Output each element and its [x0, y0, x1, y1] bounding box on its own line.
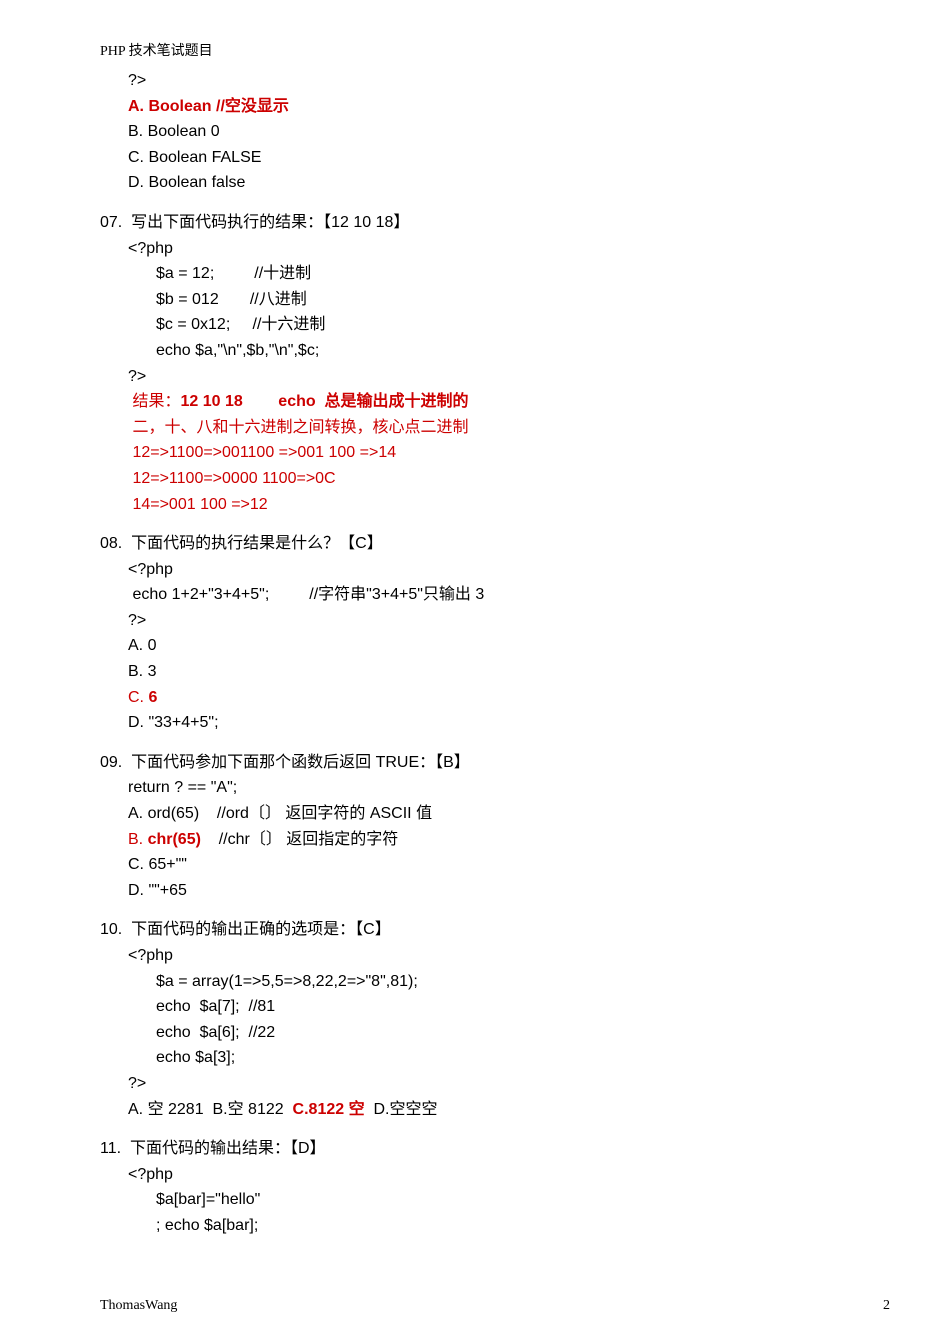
page-footer: ThomasWang 2 — [100, 1298, 890, 1314]
q09-title: 09. 下面代码参加下面那个函数后返回 TRUE：【B】 — [100, 750, 890, 776]
q09-option-b: B. chr(65) //chr〔〕 返回指定的字符 — [100, 827, 890, 853]
q10-close: ?> — [100, 1071, 890, 1097]
page-container: PHP 技术笔试题目 ?> A. Boolean //空没显示 B. Boole… — [0, 0, 950, 1344]
q11-open: <?php — [100, 1162, 890, 1188]
page-header: PHP 技术笔试题目 — [100, 40, 890, 60]
q08-option-b: B. 3 — [100, 659, 890, 685]
q10-code-line-2: echo $a[7]; //81 — [100, 994, 890, 1020]
q11-code-line-2: ; echo $a[bar]; — [100, 1213, 890, 1239]
q09-option-a: A. ord(65) //ord〔〕 返回字符的 ASCII 值 — [100, 801, 890, 827]
q11-code-line-1: $a[bar]="hello" — [100, 1187, 890, 1213]
q07-note-3: 12=>1100=>0000 1100=>0C — [100, 466, 890, 492]
q08-close: ?> — [100, 608, 890, 634]
q07-code-line-3: $c = 0x12; //十六进制 — [100, 312, 890, 338]
q08-option-a: A. 0 — [100, 633, 890, 659]
q09-code-line-1: return ? == "A"; — [100, 775, 890, 801]
q09-optb-pre: B. — [128, 831, 148, 848]
document-content: ?> A. Boolean //空没显示 B. Boolean 0 C. Boo… — [100, 68, 890, 1239]
q07-code-line-1: $a = 12; //十进制 — [100, 261, 890, 287]
q07-result: 结果：12 10 18 echo 总是输出成十进制的 — [100, 389, 890, 415]
q07-code-line-2: $b = 012 //八进制 — [100, 287, 890, 313]
q10-code-line-4: echo $a[3]; — [100, 1045, 890, 1071]
footer-author: ThomasWang — [100, 1298, 177, 1314]
q08-code-line-1: echo 1+2+"3+4+5"; //字符串"3+4+5"只输出 3 — [100, 582, 890, 608]
q07-code-line-4: echo $a,"\n",$b,"\n",$c; — [100, 338, 890, 364]
q08-option-d: D. "33+4+5"; — [100, 710, 890, 736]
q09-optb-post: //chr〔〕 返回指定的字符 — [201, 831, 398, 848]
q08-open: <?php — [100, 557, 890, 583]
q09-option-d: D. ""+65 — [100, 878, 890, 904]
q10-opts-ans: C.8122 空 — [293, 1101, 365, 1118]
q08-optc-ans: 6 — [148, 689, 157, 706]
footer-page-number: 2 — [883, 1298, 890, 1314]
q06-option-b: B. Boolean 0 — [100, 119, 890, 145]
q10-opts-pre: A. 空 2281 B.空 8122 — [128, 1101, 293, 1118]
q07-title: 07. 写出下面代码执行的结果：【12 10 18】 — [100, 210, 890, 236]
q10-opts-post: D.空空空 — [365, 1101, 438, 1118]
q08-title: 08. 下面代码的执行结果是什么？【C】 — [100, 531, 890, 557]
q07-note-2: 12=>1100=>001100 =>001 100 =>14 — [100, 440, 890, 466]
q06-close: ?> — [100, 68, 890, 94]
q06-option-a: A. Boolean //空没显示 — [100, 94, 890, 120]
q08-option-c: C. 6 — [100, 685, 890, 711]
q06-option-d: D. Boolean false — [100, 170, 890, 196]
q10-title: 10. 下面代码的输出正确的选项是：【C】 — [100, 917, 890, 943]
q06-option-c: C. Boolean FALSE — [100, 145, 890, 171]
q07-close: ?> — [100, 364, 890, 390]
q07-note-1: 二，十、八和十六进制之间转换，核心点二进制 — [100, 415, 890, 441]
q09-optb-ans: chr(65) — [148, 831, 201, 848]
q10-open: <?php — [100, 943, 890, 969]
q07-note-4: 14=>001 100 =>12 — [100, 492, 890, 518]
q10-options: A. 空 2281 B.空 8122 C.8122 空 D.空空空 — [100, 1097, 890, 1123]
q08-optc-pre: C. — [128, 689, 148, 706]
q10-code-line-3: echo $a[6]; //22 — [100, 1020, 890, 1046]
q09-option-c: C. 65+"" — [100, 852, 890, 878]
q11-title: 11. 下面代码的输出结果：【D】 — [100, 1136, 890, 1162]
q07-result-pre: 结果： — [128, 393, 180, 410]
q10-code-line-1: $a = array(1=>5,5=>8,22,2=>"8",81); — [100, 969, 890, 995]
q07-result-bold: 12 10 18 echo 总是输出成十进制的 — [180, 393, 468, 410]
q07-open: <?php — [100, 236, 890, 262]
